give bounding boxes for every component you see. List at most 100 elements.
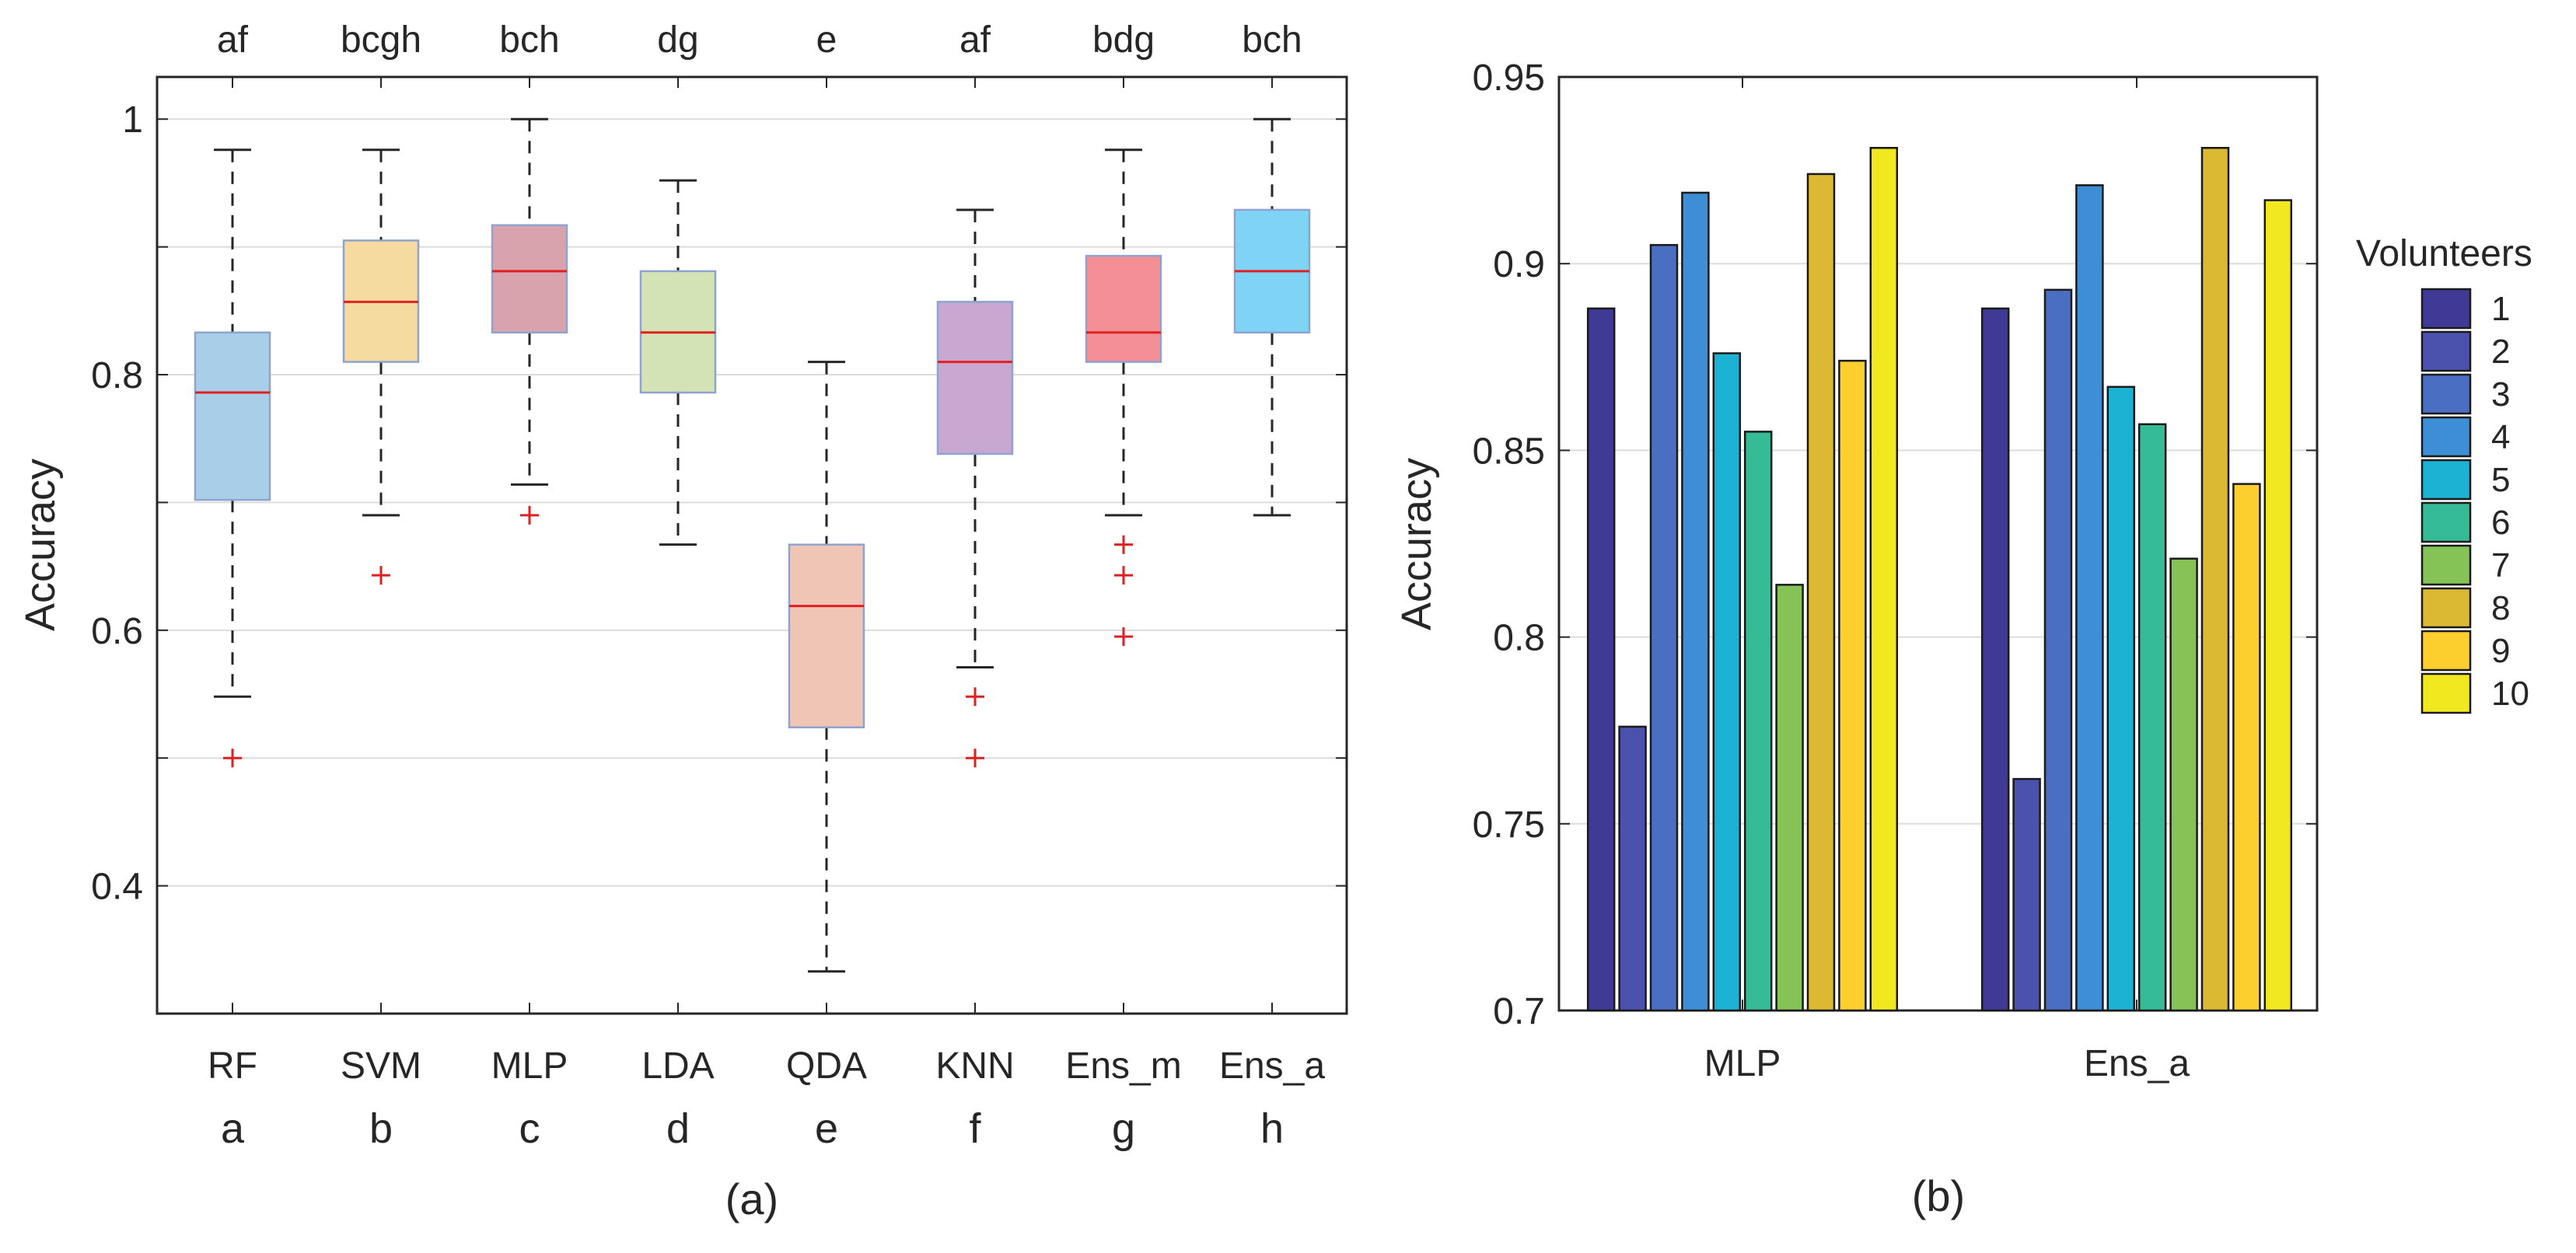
boxplot-y-tick-label: 0.8 bbox=[91, 355, 143, 396]
bar bbox=[1586, 307, 1616, 1012]
legend-swatch bbox=[2420, 373, 2472, 415]
boxplot-category-label: MLP bbox=[491, 1045, 568, 1087]
boxplot-category-label: Ens_m bbox=[1065, 1045, 1181, 1087]
legend-label: 7 bbox=[2491, 546, 2510, 585]
legend-swatch bbox=[2420, 587, 2472, 629]
bar bbox=[1869, 147, 1899, 1012]
bar bbox=[1775, 584, 1804, 1012]
bar bbox=[2075, 184, 2104, 1012]
boxplot-significance-label: e bbox=[816, 19, 837, 61]
boxplot-category-letter: d bbox=[666, 1105, 690, 1152]
boxplot-category-letter: c bbox=[519, 1105, 540, 1152]
legend-item: 9 bbox=[2420, 630, 2510, 672]
boxplot-box bbox=[491, 224, 568, 334]
boxplot-outlier bbox=[1114, 627, 1133, 647]
boxplot-category-label: LDA bbox=[641, 1045, 714, 1087]
boxplot-significance-label: dg bbox=[657, 19, 698, 61]
boxplot-significance-label: bch bbox=[1242, 19, 1302, 61]
bar-y-tick-label: 0.9 bbox=[1493, 244, 1545, 285]
boxplot-category-letter: e bbox=[815, 1105, 838, 1152]
boxplot-plot-frame bbox=[156, 75, 1348, 1015]
bar-category-labels: MLP Ens_a bbox=[1704, 77, 2190, 1084]
bar bbox=[2232, 483, 2261, 1012]
legend-item: 1 bbox=[2420, 288, 2510, 330]
boxplot-panel: 0.4 0.6 0.8 1 RF a af SVM b bcgh MLP c bch LDA d dg QDA… bbox=[17, 19, 1348, 1223]
boxplot-category-label: RF bbox=[208, 1045, 257, 1087]
legend-item: 5 bbox=[2420, 459, 2510, 501]
boxplot-outlier bbox=[1114, 535, 1133, 554]
boxplot-category-label: KNN bbox=[935, 1045, 1014, 1087]
boxplot-y-axis-label: Accuracy bbox=[17, 459, 64, 631]
legend-label: 10 bbox=[2491, 675, 2529, 713]
legend-label: 3 bbox=[2491, 375, 2510, 414]
bar bbox=[1681, 191, 1710, 1012]
bar bbox=[2043, 288, 2073, 1012]
legend-label: 6 bbox=[2491, 504, 2510, 542]
bar bbox=[1618, 725, 1647, 1012]
legend-swatch bbox=[2420, 544, 2472, 586]
bar bbox=[2106, 386, 2136, 1012]
bar-y-tick-label: 0.95 bbox=[1473, 58, 1545, 99]
legend: Volunteers 1 2 3 4 5 6 7 8 9 10 bbox=[2356, 233, 2532, 714]
bar-y-ticks: 0.7 0.75 0.8 0.85 0.9 0.95 bbox=[1473, 58, 2317, 1032]
bar-plot-frame bbox=[1557, 75, 2319, 1012]
legend-title: Volunteers bbox=[2356, 233, 2532, 274]
legend-swatch bbox=[2420, 459, 2472, 501]
legend-item: 2 bbox=[2420, 330, 2510, 372]
legend-label: 1 bbox=[2491, 290, 2510, 328]
bar bbox=[2012, 777, 2041, 1012]
bar-series bbox=[1586, 147, 2293, 1012]
legend-label: 9 bbox=[2491, 632, 2510, 670]
boxplot-category-letter: g bbox=[1112, 1105, 1135, 1152]
boxplot-significance-label: bcgh bbox=[341, 19, 421, 61]
legend-swatch bbox=[2420, 288, 2472, 330]
bar bbox=[1838, 359, 1867, 1012]
boxplot-boxes bbox=[194, 77, 1311, 1014]
bar bbox=[2169, 557, 2198, 1012]
bar-category-label: Ens_a bbox=[2084, 1043, 2190, 1084]
boxplot-y-tick-label: 1 bbox=[122, 99, 143, 141]
boxplot-outlier bbox=[223, 749, 242, 768]
boxplot-category-labels: RF a af SVM b bcgh MLP c bch LDA d dg QDA e e KNN f af Ens… bbox=[208, 19, 1325, 1152]
legend-swatch bbox=[2420, 501, 2472, 543]
legend-item: 4 bbox=[2420, 416, 2510, 458]
legend-label: 2 bbox=[2491, 333, 2510, 371]
bar-category-label: MLP bbox=[1704, 1043, 1781, 1084]
bar-y-tick-label: 0.75 bbox=[1473, 805, 1545, 846]
legend-swatch bbox=[2420, 416, 2472, 458]
legend-label: 4 bbox=[2491, 418, 2510, 456]
bar bbox=[1649, 243, 1679, 1012]
bar-y-tick-label: 0.7 bbox=[1493, 991, 1545, 1032]
boxplot-panel-label: (a) bbox=[725, 1174, 778, 1223]
bar-y-axis-label: Accuracy bbox=[1393, 458, 1440, 630]
bar-y-tick-label: 0.8 bbox=[1493, 618, 1545, 659]
bar bbox=[1743, 431, 1773, 1012]
boxplot-box bbox=[936, 301, 1014, 455]
boxplot-outlier bbox=[966, 687, 984, 707]
boxplot-outlier bbox=[520, 505, 539, 525]
legend-item: 3 bbox=[2420, 373, 2510, 415]
legend-item: 8 bbox=[2420, 587, 2510, 629]
boxplot-box bbox=[194, 331, 271, 501]
legend-item: 10 bbox=[2420, 672, 2529, 714]
boxplot-y-tick-label: 0.4 bbox=[91, 867, 143, 908]
boxplot-outlier bbox=[1114, 566, 1133, 585]
boxplot-gridlines bbox=[157, 118, 1347, 887]
boxplot-y-ticks: 0.4 0.6 0.8 1 bbox=[91, 99, 1347, 908]
boxplot-box bbox=[788, 543, 865, 729]
bar-panel-label: (b) bbox=[1912, 1171, 1965, 1220]
boxplot-outlier bbox=[372, 566, 390, 585]
boxplot-category-letter: f bbox=[969, 1105, 981, 1152]
boxplot-category-letter: b bbox=[369, 1105, 393, 1152]
bar-panel: 0.70.750.80.850.90.95 MLP Ens_a Accuracy … bbox=[1393, 58, 2532, 1220]
bar-y-tick-label: 0.85 bbox=[1473, 431, 1545, 472]
boxplot-category-label: QDA bbox=[786, 1045, 867, 1087]
legend-item: 7 bbox=[2420, 544, 2510, 586]
boxplot-category-letter: h bbox=[1260, 1105, 1284, 1152]
bar bbox=[1980, 307, 2010, 1012]
legend-swatch bbox=[2420, 672, 2472, 714]
legend-swatch bbox=[2420, 630, 2472, 672]
boxplot-outlier bbox=[966, 749, 984, 768]
